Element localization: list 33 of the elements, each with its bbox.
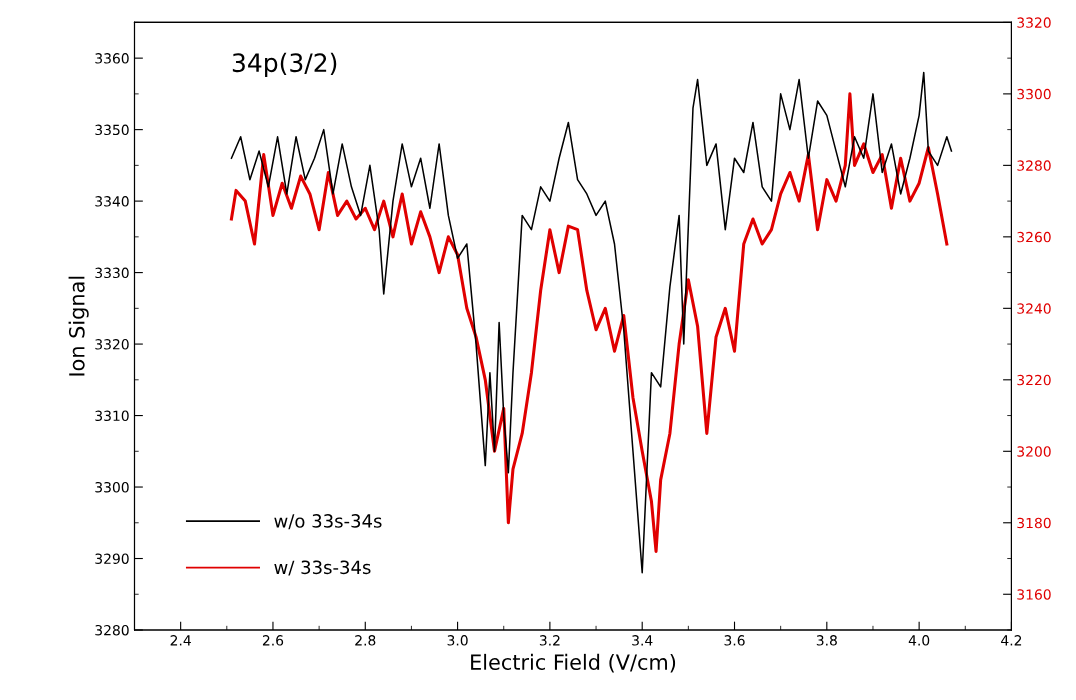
x-tick-label: 4.2	[1001, 635, 1022, 646]
y-tick-label: 3320	[95, 339, 129, 350]
legend-label: w/o 33s-34s	[274, 514, 382, 530]
annotation: 34p(3/2)	[232, 52, 337, 77]
y-tick-label: 3310	[95, 410, 129, 422]
y-tick-label: 3360	[95, 53, 129, 64]
y-tick-label: 3280	[95, 624, 129, 636]
x-tick-label: 4.0	[908, 635, 930, 646]
y2-tick-label: 3320	[1017, 17, 1051, 28]
y2-tick-label: 3280	[1017, 160, 1051, 171]
y2-tick-label: 3240	[1017, 303, 1051, 314]
y2-tick-label: 3220	[1017, 374, 1051, 386]
y-tick-label: 3290	[95, 553, 129, 564]
x-axis-title: Electric Field (V/cm)	[471, 653, 676, 673]
y-tick-label: 3350	[95, 124, 129, 136]
y2-tick-label: 3200	[1017, 446, 1051, 457]
legend-label: w/ 33s-34s	[274, 560, 371, 576]
y-axis-title: Ion Signal	[68, 276, 89, 376]
x-tick-label: 2.8	[355, 635, 376, 646]
y2-tick-label: 3260	[1017, 231, 1051, 243]
x-tick-label: 2.4	[170, 635, 191, 646]
y-tick-label: 3330	[95, 267, 129, 279]
x-tick-label: 3.8	[816, 635, 837, 646]
y-tick-label: 3300	[95, 482, 129, 493]
x-tick-label: 3.0	[447, 635, 468, 646]
y-tick-label: 3340	[95, 196, 129, 207]
y2-tick-label: 3180	[1017, 517, 1051, 529]
x-tick-label: 3.4	[632, 635, 653, 646]
y2-tick-label: 3300	[1017, 88, 1051, 100]
x-tick-label: 3.6	[724, 635, 745, 646]
x-tick-label: 3.2	[539, 635, 560, 646]
y2-tick-label: 3160	[1017, 589, 1051, 600]
x-tick-label: 2.6	[262, 635, 284, 646]
